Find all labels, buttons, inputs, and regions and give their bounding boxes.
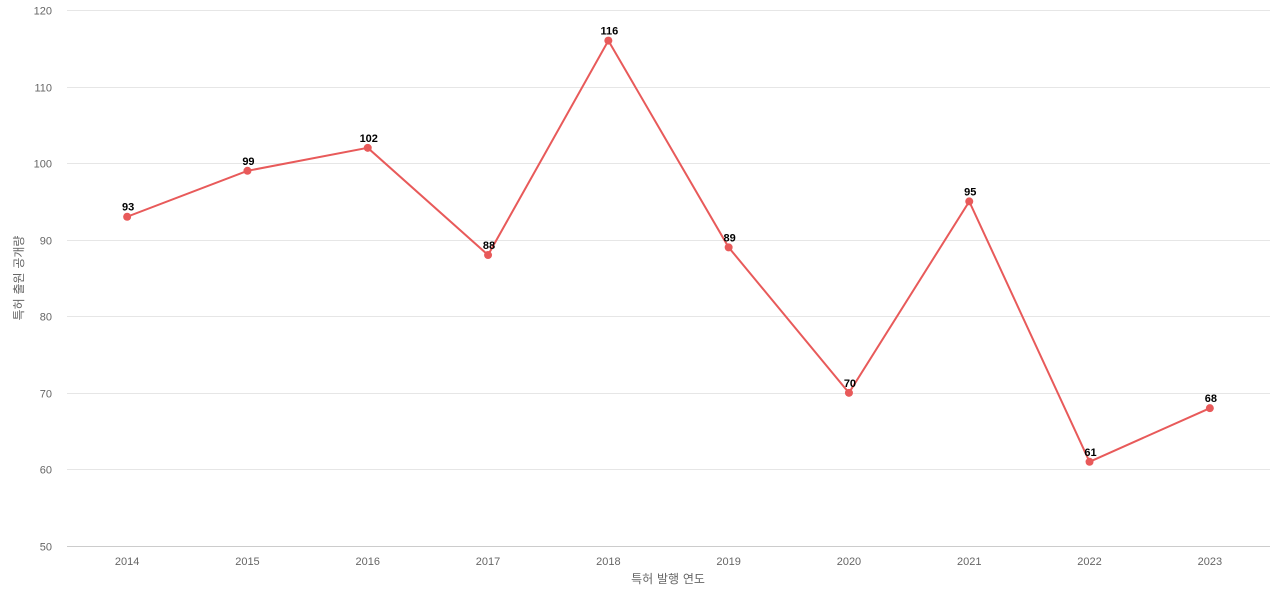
x-tick-label: 2018	[596, 556, 620, 568]
data-point[interactable]	[363, 143, 372, 152]
y-axis-title: 특허 출원 공개량	[12, 236, 26, 321]
data-point[interactable]	[604, 36, 613, 45]
data-label: 93	[122, 202, 134, 214]
y-tick-label: 80	[40, 312, 52, 324]
data-label: 88	[483, 240, 495, 252]
x-tick-label: 2023	[1198, 556, 1222, 568]
x-tick-label: 2014	[115, 556, 139, 568]
data-point[interactable]	[844, 388, 853, 397]
y-tick-label: 100	[34, 159, 52, 171]
x-tick-label: 2019	[716, 556, 740, 568]
y-tick-label: 70	[40, 389, 52, 401]
y-tick-label: 60	[40, 465, 52, 477]
x-tick-label: 2020	[837, 556, 861, 568]
y-tick-label: 90	[40, 236, 52, 248]
data-point[interactable]	[965, 197, 974, 206]
x-tick-label: 2021	[957, 556, 981, 568]
data-points	[123, 36, 1214, 466]
data-label: 99	[242, 156, 254, 168]
data-point[interactable]	[1205, 404, 1214, 413]
y-tick-label: 110	[34, 83, 52, 95]
data-point[interactable]	[123, 212, 132, 221]
data-point[interactable]	[724, 243, 733, 252]
data-label: 116	[600, 26, 618, 38]
series-line	[126, 38, 1211, 464]
x-tick-label: 2016	[356, 556, 380, 568]
data-point[interactable]	[1085, 457, 1094, 466]
x-tick-label: 2017	[476, 556, 500, 568]
data-label: 70	[844, 378, 856, 390]
data-point[interactable]	[243, 166, 252, 175]
data-point[interactable]	[484, 251, 493, 260]
y-tick-label: 120	[34, 6, 52, 18]
x-tick-label: 2015	[235, 556, 259, 568]
data-label: 95	[964, 186, 976, 198]
data-label: 61	[1084, 447, 1096, 459]
x-tick-label: 2022	[1077, 556, 1101, 568]
data-labels: 93 99 102 88 116 89 70 95 61 68	[122, 26, 1217, 459]
x-axis-ticks: 2014 2015 2016 2017 2018 2019 2020 2021 2022 2023	[115, 556, 1222, 568]
y-axis-ticks: 50 60 70 80 90 100 110 120	[34, 6, 52, 554]
data-label: 102	[360, 133, 378, 145]
data-label: 89	[724, 232, 736, 244]
y-tick-label: 50	[40, 542, 52, 554]
data-label: 68	[1205, 393, 1217, 405]
grid-lines	[67, 10, 1270, 470]
x-axis-title: 특허 발행 연도	[631, 571, 705, 586]
